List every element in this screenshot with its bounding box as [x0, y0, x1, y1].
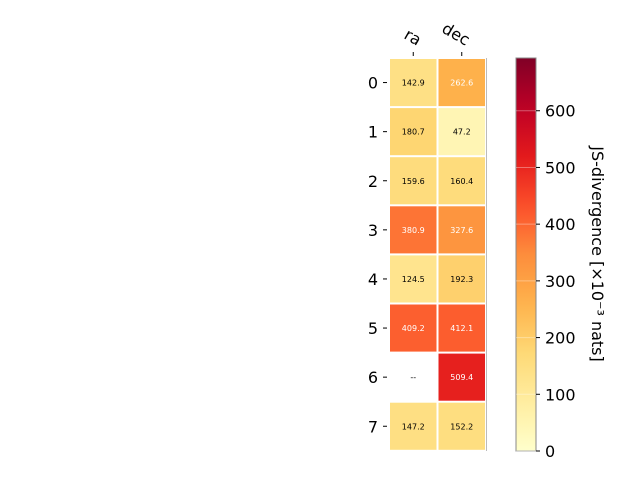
heatmap-cell	[438, 255, 485, 303]
heatmap-cell	[390, 206, 437, 254]
heatmap-cell	[438, 108, 485, 156]
cell-value-label: 192.3	[450, 275, 473, 284]
row-label: 0	[368, 74, 378, 93]
colorbar-tick-label: 100	[545, 385, 576, 404]
heatmap-cell	[390, 402, 437, 450]
row-label: 7	[368, 417, 378, 436]
row-label: 4	[368, 270, 378, 289]
colorbar: 0 100 200 300 400 500 600	[515, 57, 576, 461]
colorbar-tick-label: 0	[545, 442, 555, 461]
row-label: 1	[368, 123, 378, 142]
colorbar-tick-label: 200	[545, 329, 576, 348]
cell-value-label: 409.2	[402, 324, 425, 333]
cell-value-label: 180.7	[402, 128, 425, 137]
cell-value-label: 380.9	[402, 226, 425, 235]
cell-value-label: 147.2	[402, 422, 425, 431]
cell-value-label: 509.4	[450, 373, 473, 382]
row-label: 3	[368, 221, 378, 240]
cell-value-label: 159.6	[402, 177, 425, 186]
heatmap-cell	[438, 157, 485, 205]
heatmap-cell	[390, 255, 437, 303]
cell-value-label: 412.1	[450, 324, 473, 333]
colorbar-label: JS-divergence [×10⁻³ nats]	[588, 145, 607, 361]
heatmap-cell	[438, 206, 485, 254]
column-labels: ra dec	[401, 19, 473, 56]
heatmap-cell	[390, 304, 437, 352]
cell-value-label: 262.6	[450, 79, 473, 88]
row-label: 5	[368, 319, 378, 338]
heatmap-cell	[390, 353, 437, 401]
heatmap-cells: 142.9 262.6 180.7 47.2 159.6 160.4 380.9 327.6 1…	[390, 59, 485, 450]
row-labels: 0 1 2 3 4 5 6 7	[368, 74, 387, 436]
cell-value-label: 142.9	[402, 79, 425, 88]
row-label: 6	[368, 368, 378, 387]
cell-value-label: --	[410, 373, 416, 382]
cell-value-label: 152.2	[450, 422, 473, 431]
heatmap-cell	[438, 304, 485, 352]
row-label: 2	[368, 172, 378, 191]
column-label: ra	[401, 25, 425, 50]
column-label: dec	[439, 19, 473, 50]
heatmap-cell	[390, 59, 437, 107]
cell-value-label: 160.4	[450, 177, 473, 186]
colorbar-gradient	[515, 57, 537, 452]
colorbar-tick-label: 500	[545, 158, 576, 177]
cell-value-label: 327.6	[450, 226, 473, 235]
colorbar-tick-label: 300	[545, 272, 576, 291]
heatmap-cell	[438, 353, 485, 401]
heatmap-cell	[438, 59, 485, 107]
cell-value-label: 124.5	[402, 275, 425, 284]
colorbar-tick-label: 600	[545, 102, 576, 121]
heatmap-cell	[438, 402, 485, 450]
heatmap-cell	[390, 157, 437, 205]
colorbar-tick-label: 400	[545, 215, 576, 234]
heatmap-cell	[390, 108, 437, 156]
cell-value-label: 47.2	[453, 128, 471, 137]
